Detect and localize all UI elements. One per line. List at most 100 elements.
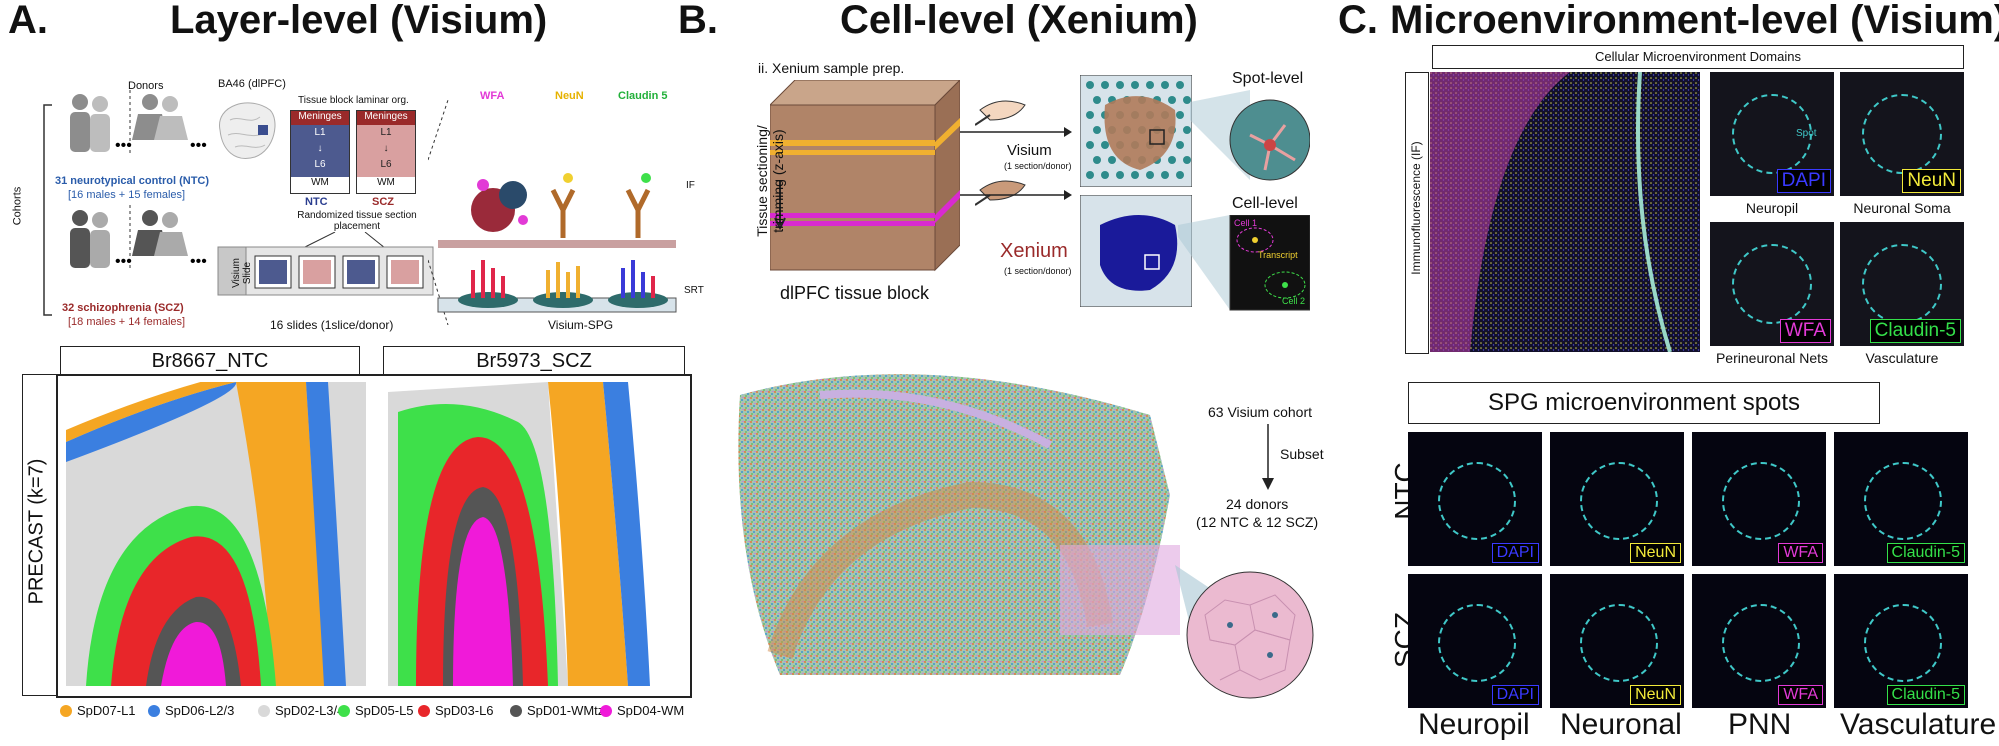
cell-zoom-circle <box>1175 565 1314 699</box>
column-label: Vasculature <box>1840 708 1997 741</box>
tile-caption: Vasculature <box>1865 350 1939 366</box>
ntc-cohort-line2: [16 males + 15 females] <box>68 189 186 201</box>
column-label: PNN <box>1728 708 1792 741</box>
cell1-label: Cell 1 <box>1234 218 1258 228</box>
svg-text:•••: ••• <box>190 137 207 154</box>
spot-ring <box>1722 462 1800 540</box>
tile-caption: Perineuronal Nets <box>1715 350 1829 366</box>
spot-zoom <box>1190 90 1310 181</box>
tissue-block-label: Tissue block laminar org. <box>298 95 409 106</box>
ntc-laminar-block: Meninges L1 ↓ L6 WM <box>290 110 350 194</box>
if-side-label: IF <box>686 180 695 191</box>
tile-marker-label: WFA <box>1779 319 1831 343</box>
panel-c-letter: C. <box>1338 0 1378 42</box>
legend-swatch <box>148 704 160 717</box>
spot-image-tile: DAPI <box>1408 574 1542 708</box>
xenium-tissue-map <box>738 374 1180 675</box>
spot-ring <box>1438 462 1516 540</box>
subset-arrow <box>1262 424 1274 490</box>
domains-label: Cellular Microenvironment Domains <box>1432 45 1964 69</box>
legend-label: SpD07-L1 <box>77 703 136 718</box>
panel-c-title: Microenvironment-level (Visium) <box>1390 0 1999 42</box>
spot-image-tile: Claudin-5 <box>1834 432 1968 566</box>
legend-item: SpD05-L5 <box>338 703 414 718</box>
claudin-header: Claudin 5 <box>618 90 668 102</box>
tile-caption: Neuronal Soma <box>1853 200 1951 216</box>
spot-ring <box>1862 244 1942 324</box>
spatial-map-ntc <box>66 382 366 686</box>
if-label: Immunofluorescence (IF) <box>1405 72 1429 354</box>
legend-item: SpD02-L3/4 <box>258 703 344 718</box>
tile-marker-label: DAPI <box>1776 169 1831 193</box>
legend-label: SpD06-L2/3 <box>165 703 235 718</box>
schematic-tile: Claudin-5 <box>1840 222 1964 346</box>
spot-label: Spot <box>1796 128 1817 139</box>
scz-block-label: SCZ <box>372 196 394 208</box>
prep-label: ii. Xenium sample prep. <box>758 60 905 76</box>
visium-slide <box>217 232 434 296</box>
legend-swatch <box>258 704 270 717</box>
schematic-tile: DAPI Spot <box>1710 72 1834 196</box>
spot-level-label: Spot-level <box>1232 70 1304 87</box>
subset-label: Subset <box>1280 446 1324 462</box>
tile-marker-label: NeuN <box>1630 543 1681 563</box>
legend-swatch <box>60 704 72 717</box>
spot-image-tile: DAPI <box>1408 432 1542 566</box>
column-label: Neuropil <box>1418 708 1530 741</box>
spot-image-tile: NeuN <box>1550 574 1684 708</box>
schematic-tile: NeuN <box>1840 72 1964 196</box>
scz-cohort-line1: 32 schizophrenia (SCZ) <box>62 302 184 314</box>
spot-ring <box>1438 604 1516 682</box>
panel-a-letter: A. <box>8 0 48 42</box>
tile-marker-label: Claudin-5 <box>1869 319 1961 343</box>
tile-marker-label: WFA <box>1778 685 1823 705</box>
xenium-label: Xenium <box>1000 240 1068 262</box>
panel-b-letter: B. <box>678 0 718 42</box>
spot-ring <box>1864 604 1942 682</box>
donor-figures: ••• ••• ••• ••• <box>43 90 207 316</box>
column-label: Neuronal <box>1560 708 1682 741</box>
visium-slide-label: Visium Slide <box>231 258 253 288</box>
spot-image-tile: WFA <box>1692 432 1826 566</box>
legend-swatch <box>510 704 522 717</box>
spot-ring <box>1732 94 1812 174</box>
spot-image-tile: NeuN <box>1550 432 1684 566</box>
xenium-cell-map <box>1080 195 1192 307</box>
donors24-sub: (12 NTC & 12 SCZ) <box>1196 514 1319 530</box>
precast-label: PRECAST (k=7) <box>22 374 58 696</box>
svg-text:•••: ••• <box>115 137 132 154</box>
brain-icon <box>219 102 276 159</box>
tile-marker-label: Claudin-5 <box>1886 543 1965 563</box>
flow-arrows <box>960 127 1072 200</box>
tile-marker-label: WFA <box>1778 543 1823 563</box>
ntc-block-label: NTC <box>305 196 328 208</box>
tile-marker-label: NeuN <box>1902 169 1961 193</box>
svg-text:•••: ••• <box>190 253 207 270</box>
neun-header: NeuN <box>555 90 584 102</box>
legend-item: SpD03-L6 <box>418 703 494 718</box>
block-label: dlPFC tissue block <box>780 283 930 303</box>
tile-marker-label: Claudin-5 <box>1886 685 1965 705</box>
spatial-map-scz <box>388 382 680 686</box>
legend-swatch <box>338 704 350 717</box>
legend-label: SpD02-L3/4 <box>275 703 345 718</box>
spot-image-tile: Claudin-5 <box>1834 574 1968 708</box>
schematic-tile: WFA <box>1710 222 1834 346</box>
scz-cohort-line2: [18 males + 14 females] <box>68 316 186 328</box>
spot-ring <box>1722 604 1800 682</box>
tile-caption: Neuropil <box>1745 200 1799 216</box>
legend-swatch <box>600 704 612 717</box>
sample2-label: Br5973_SCZ <box>383 346 685 376</box>
cohort63-label: 63 Visium cohort <box>1208 404 1313 420</box>
spot-ring <box>1862 94 1942 174</box>
svg-text:•••: ••• <box>115 253 132 270</box>
tile-marker-label: DAPI <box>1491 685 1539 705</box>
visium-spot-grid <box>1080 75 1192 187</box>
legend-item: SpD06-L2/3 <box>148 703 234 718</box>
spot-ring <box>1864 462 1942 540</box>
transcript-label: Transcript <box>1258 250 1298 260</box>
visium-spg-schematic <box>428 100 677 325</box>
legend-swatch <box>418 704 430 717</box>
randomized-label: Randomized tissue section placement <box>297 210 417 232</box>
xenium-sub: (1 section/donor) <box>1004 266 1072 276</box>
